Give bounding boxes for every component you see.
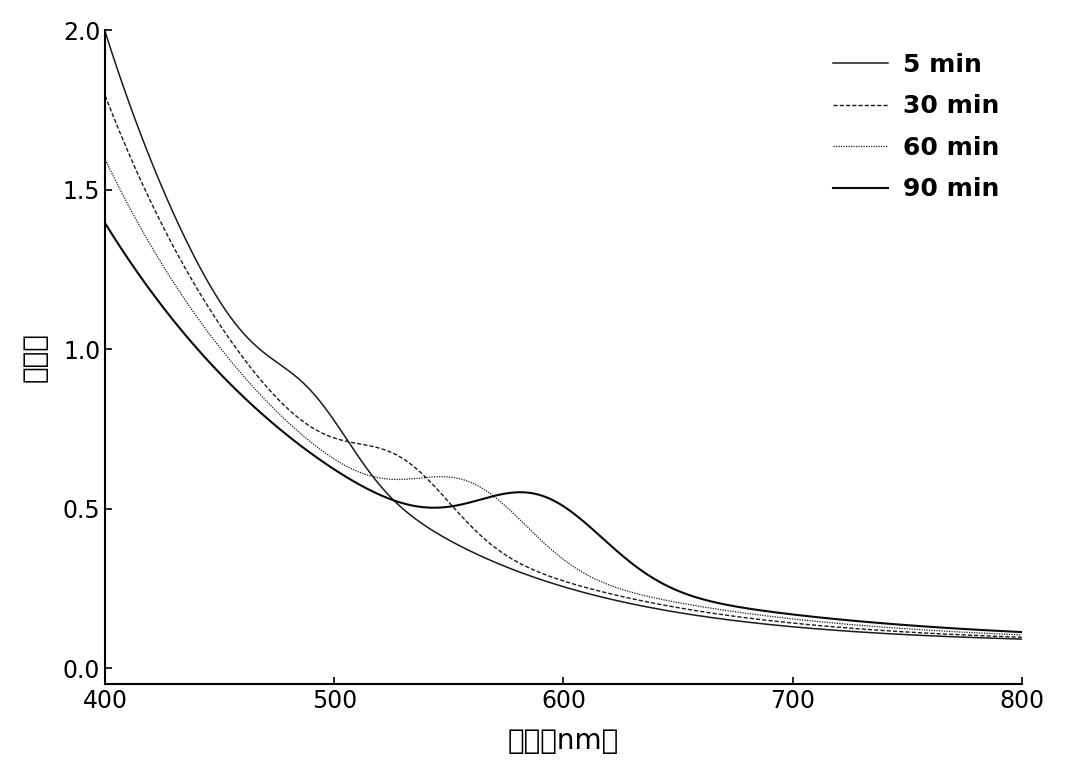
5 min [520, 570, 532, 579]
Line: 5 min: 5 min [105, 32, 1021, 639]
X-axis label: 波长（nm）: 波长（nm） [508, 727, 619, 755]
90 min [520, 488, 532, 497]
5 min [146, 158, 159, 168]
60 min [820, 618, 833, 627]
90 min [988, 626, 1001, 636]
60 min [99, 155, 112, 165]
30 min [1015, 632, 1028, 642]
30 min [520, 562, 532, 571]
90 min [146, 288, 159, 297]
60 min [988, 629, 1001, 639]
5 min [1015, 635, 1028, 644]
90 min [1015, 628, 1028, 637]
30 min [988, 632, 1001, 641]
Line: 60 min: 60 min [105, 160, 1021, 635]
5 min [99, 27, 112, 36]
5 min [820, 625, 833, 634]
60 min [1015, 630, 1028, 639]
5 min [988, 634, 1001, 643]
60 min [544, 545, 557, 554]
90 min [820, 614, 833, 623]
5 min [544, 578, 557, 587]
30 min [820, 622, 833, 631]
60 min [988, 629, 1001, 639]
60 min [146, 243, 159, 252]
Line: 30 min: 30 min [105, 95, 1021, 637]
90 min [99, 219, 112, 228]
30 min [544, 572, 557, 581]
5 min [988, 633, 1001, 643]
Y-axis label: 吸光度: 吸光度 [21, 332, 49, 383]
30 min [99, 91, 112, 100]
60 min [520, 521, 532, 531]
30 min [146, 199, 159, 209]
Legend: 5 min, 30 min, 60 min, 90 min: 5 min, 30 min, 60 min, 90 min [823, 43, 1010, 211]
Line: 90 min: 90 min [105, 223, 1021, 632]
90 min [988, 626, 1001, 636]
90 min [544, 494, 557, 504]
30 min [988, 632, 1001, 641]
